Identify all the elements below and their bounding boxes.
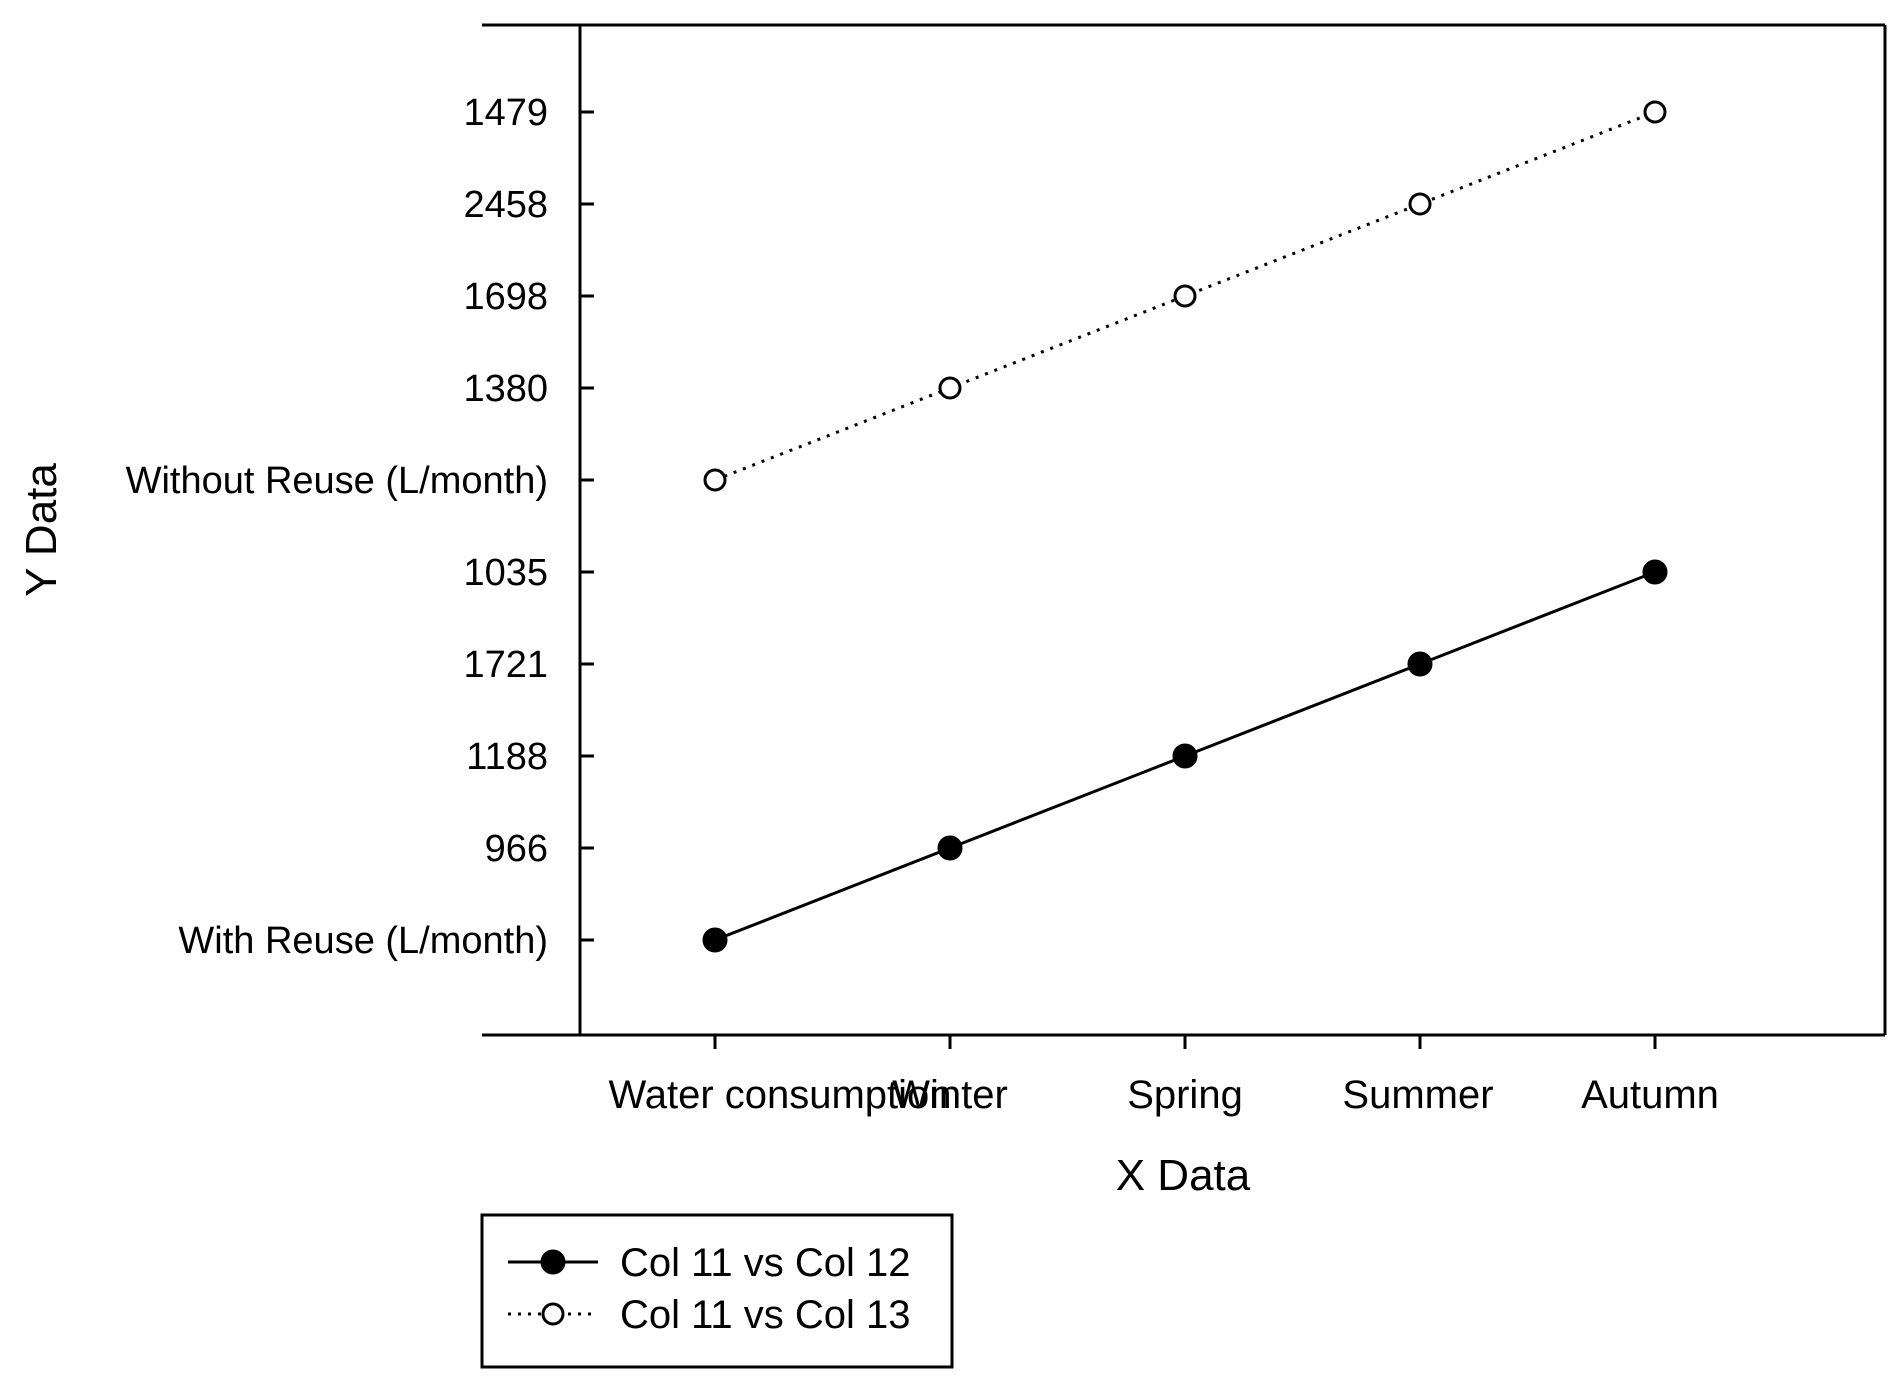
legend-box bbox=[480, 1213, 954, 1369]
series-2-point bbox=[938, 376, 962, 400]
y-tick-label: 966 bbox=[485, 828, 548, 870]
x-tick-label: Summer bbox=[1342, 1073, 1493, 1117]
series-layer bbox=[702, 100, 1668, 953]
y-tick-label: With Reuse (L/month) bbox=[178, 920, 548, 962]
x-tick-label: Water consumption bbox=[608, 1073, 951, 1117]
y-tick-label: 1479 bbox=[463, 92, 548, 134]
series-2-point bbox=[703, 468, 727, 492]
x-tick-label: Spring bbox=[1127, 1073, 1243, 1117]
legend-marker-2 bbox=[541, 1302, 565, 1326]
series-2-point bbox=[1643, 100, 1667, 124]
y-tick-label: 1721 bbox=[463, 644, 548, 686]
plot-frame bbox=[482, 23, 1887, 1037]
legend: Col 11 vs Col 12 Col 11 vs Col 13 bbox=[480, 1213, 954, 1369]
y-tick-label: 2458 bbox=[463, 184, 548, 226]
y-tick-label: 1380 bbox=[463, 368, 548, 410]
y-tick-label: 1035 bbox=[463, 552, 548, 594]
x-axis-title: X Data bbox=[1116, 1151, 1251, 1200]
x-tick-label: Winter bbox=[892, 1073, 1008, 1117]
series-2-line bbox=[714, 110, 1656, 482]
y-tick-label: 1698 bbox=[463, 276, 548, 318]
y-tick-label: Without Reuse (L/month) bbox=[126, 460, 548, 502]
y-axis-title: Y Data bbox=[17, 463, 66, 597]
series-1-point bbox=[1407, 651, 1433, 677]
y-tick-label: 1188 bbox=[466, 736, 548, 778]
series-2-point bbox=[1173, 284, 1197, 308]
series-1-point bbox=[702, 927, 728, 953]
y-axis: With Reuse (L/month) 966 1188 1721 1035 Witho… bbox=[126, 92, 594, 962]
x-tick-label: Autumn bbox=[1581, 1073, 1719, 1117]
series-2-point bbox=[1408, 192, 1432, 216]
legend-marker-1 bbox=[540, 1249, 566, 1275]
series-1-point bbox=[1642, 559, 1668, 585]
series-1-point bbox=[1172, 743, 1198, 769]
legend-label-1: Col 11 vs Col 12 bbox=[620, 1241, 911, 1285]
series-1-point bbox=[937, 835, 963, 861]
legend-label-2: Col 11 vs Col 13 bbox=[620, 1293, 911, 1337]
